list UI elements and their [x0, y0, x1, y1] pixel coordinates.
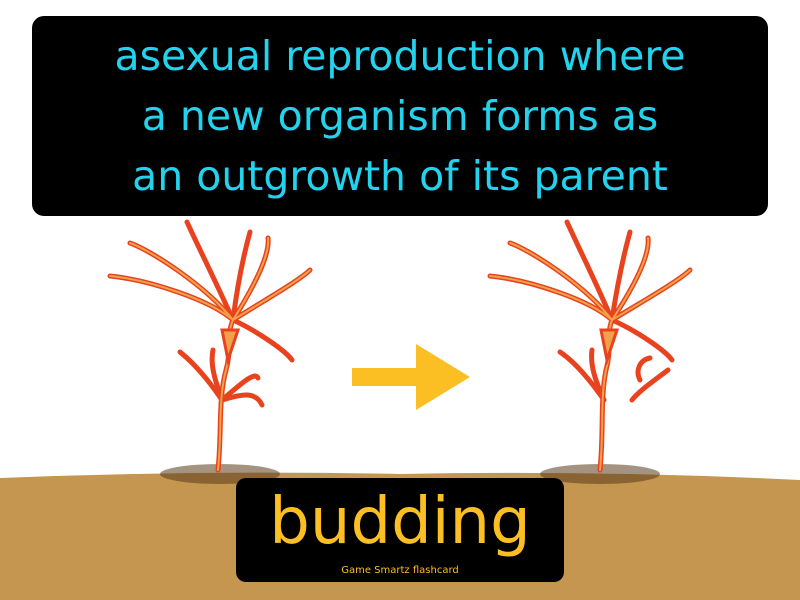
- definition-line-1: asexual reproduction where: [114, 32, 686, 80]
- term-box: budding Game Smartz flashcard: [236, 478, 564, 582]
- term-word: budding: [269, 485, 531, 559]
- hydra-parent-bud-detaching-icon: [487, 219, 693, 473]
- ground-mound-right: [540, 464, 660, 484]
- definition-box: asexual reproduction where a new organis…: [32, 16, 768, 216]
- definition-line-3: an outgrowth of its parent: [132, 152, 668, 200]
- hydra-parent-with-bud-icon: [107, 219, 313, 473]
- right-arrow-icon: [352, 344, 470, 410]
- credit-text: Game Smartz flashcard: [341, 565, 459, 576]
- definition-line-2: a new organism forms as: [141, 92, 659, 140]
